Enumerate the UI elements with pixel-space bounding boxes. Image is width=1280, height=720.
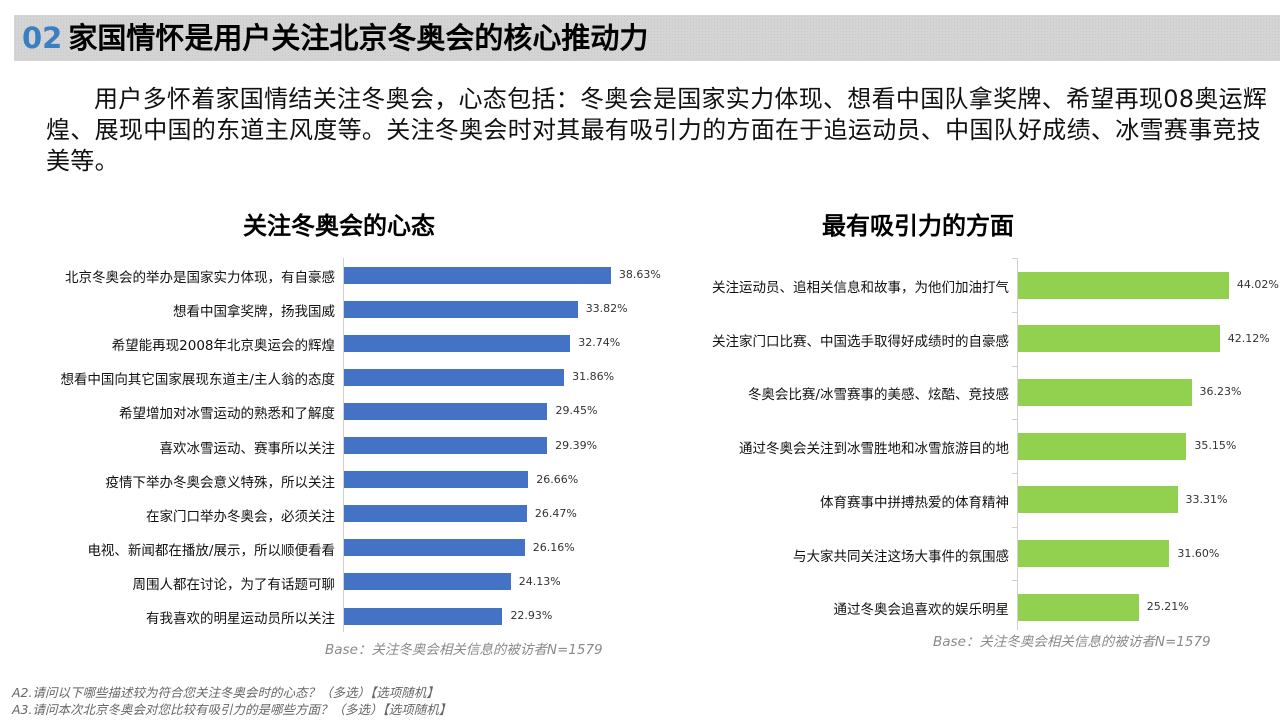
axis-tick bbox=[1012, 258, 1017, 260]
left-chart-axis bbox=[343, 258, 344, 632]
right_chart-category-label: 关注运动员、追相关信息和故事，为他们加油打气 bbox=[712, 280, 1009, 296]
left_chart-value-label: 38.63% bbox=[618, 268, 661, 281]
left_chart-category-label: 想看中国拿奖牌，扬我国威 bbox=[173, 304, 335, 321]
left_chart-value-label: 24.13% bbox=[518, 574, 561, 588]
left_chart-category-label: 电视、新闻都在播放/展示，所以顺便看看 bbox=[87, 542, 335, 559]
left_chart-category-label: 想看中国向其它国家展现东道主/主人翁的态度 bbox=[60, 372, 335, 389]
right_chart-value-label: 42.12% bbox=[1227, 331, 1270, 345]
left_chart-bar bbox=[344, 437, 548, 454]
right_chart-value-label: 35.15% bbox=[1194, 439, 1237, 453]
right_chart-category-label: 通过冬奥会追喜欢的娱乐明星 bbox=[833, 602, 1010, 619]
left_chart-category-label: 希望增加对冰雪运动的熟悉和了解度 bbox=[119, 406, 335, 423]
right_chart-category-label: 体育赛事中拼搏热爱的体育精神 bbox=[820, 494, 1009, 511]
right_chart-bar bbox=[1018, 271, 1229, 299]
right_chart-category-label: 冬奥会比赛/冰雪赛事的美感、炫酷、竞技感 bbox=[747, 387, 1009, 404]
right_chart-category-label: 通过冬奥会关注到冰雪胜地和冰雪旅游目的地 bbox=[739, 441, 1009, 458]
left_chart-category-label: 喜欢冰雪运动、赛事所以关注 bbox=[159, 440, 336, 457]
axis-tick bbox=[1012, 419, 1017, 421]
left_chart-value-label: 26.66% bbox=[536, 472, 579, 486]
axis-tick bbox=[1012, 365, 1017, 367]
left_chart-bar bbox=[344, 539, 525, 557]
right-chart-base-note: Base：关注冬奥会相关信息的被访者N=1579 bbox=[933, 634, 1211, 650]
right_chart-bar bbox=[1018, 593, 1139, 621]
left_chart-bar bbox=[344, 402, 548, 420]
page-title: 02 家国情怀是用户关注北京冬奥会的核心推动力 bbox=[22, 18, 648, 58]
right-chart-title: 最有吸引力的方面 bbox=[822, 212, 1014, 240]
section-number: 02 bbox=[22, 21, 63, 55]
right_chart-category-label: 关注家门口比赛、中国选手取得好成绩时的自豪感 bbox=[712, 333, 1009, 350]
left_chart-bar bbox=[344, 368, 565, 386]
right-bar-chart: 关注运动员、追相关信息和故事，为他们加油打气 44.02% 关注家门口比赛、中国选手… bbox=[0, 258, 1280, 630]
left_chart-value-label: 31.86% bbox=[572, 370, 615, 384]
left_chart-category-label: 周围人都在讨论，为了有话题可聊 bbox=[132, 576, 336, 593]
left_chart-value-label: 33.82% bbox=[585, 302, 628, 316]
footnote-a2: A2.请问以下哪些描述较为符合您关注冬奥会时的心态？（多选）【选项随机】 bbox=[12, 685, 439, 700]
footnote-a3: A3.请问本次北京冬奥会对您比较有吸引力的是哪些方面？（多选）【选项随机】 bbox=[12, 702, 452, 717]
right_chart-category-label: 与大家共同关注这场大事件的氛围感 bbox=[793, 548, 1009, 565]
right_chart-value-label: 25.21% bbox=[1146, 600, 1189, 614]
left_chart-category-label: 在家门口举办冬奥会，必须关注 bbox=[146, 508, 335, 525]
left-chart-title: 关注冬奥会的心态 bbox=[243, 212, 435, 240]
left_chart-category-label: 希望能再现2008年北京奥运会的辉煌 bbox=[111, 338, 335, 355]
left_chart-bar bbox=[344, 471, 529, 489]
left-bar-chart: 北京冬奥会的举办是国家实力体现，有自豪感 38.63% 想看中国拿奖牌，扬我国威 33… bbox=[0, 258, 680, 632]
right-chart-axis bbox=[1017, 258, 1018, 630]
title-bar bbox=[14, 15, 1280, 61]
left_chart-bar bbox=[344, 505, 527, 523]
left_chart-category-label: 疫情下举办冬奥会意义特殊，所以关注 bbox=[105, 474, 336, 491]
left-chart-base-note: Base：关注冬奥会相关信息的被访者N=1579 bbox=[325, 642, 603, 658]
left_chart-bar bbox=[344, 607, 503, 625]
right_chart-bar bbox=[1018, 378, 1192, 406]
left_chart-value-label: 26.47% bbox=[534, 506, 577, 520]
left_chart-value-label: 26.16% bbox=[532, 540, 575, 554]
left_chart-value-label: 29.45% bbox=[555, 404, 598, 418]
left_chart-value-label: 29.39% bbox=[555, 438, 598, 452]
left_chart-category-label: 有我喜欢的明星运动员所以关注 bbox=[146, 611, 335, 627]
right_chart-value-label: 31.60% bbox=[1177, 546, 1220, 560]
intro-paragraph: 用户多怀着家国情结关注冬奥会，心态包括：冬奥会是国家实力体现、想看中国队拿奖牌、… bbox=[46, 85, 1268, 175]
left_chart-bar bbox=[344, 300, 578, 318]
left_chart-category-label: 北京冬奥会的举办是国家实力体现，有自豪感 bbox=[65, 270, 335, 286]
left_chart-value-label: 22.93% bbox=[510, 609, 553, 622]
right_chart-bar bbox=[1018, 486, 1178, 514]
left_chart-bar bbox=[344, 573, 511, 591]
axis-tick bbox=[1012, 526, 1017, 528]
left_chart-value-label: 32.74% bbox=[578, 336, 621, 350]
right_chart-value-label: 36.23% bbox=[1199, 385, 1242, 399]
axis-tick bbox=[1012, 472, 1017, 474]
right_chart-bar bbox=[1018, 432, 1187, 460]
axis-tick bbox=[1012, 580, 1017, 582]
left_chart-bar bbox=[344, 266, 611, 284]
right_chart-value-label: 44.02% bbox=[1236, 278, 1279, 291]
left_chart-bar bbox=[344, 334, 571, 352]
right_chart-bar bbox=[1018, 325, 1220, 353]
page-title-text: 家国情怀是用户关注北京冬奥会的核心推动力 bbox=[68, 21, 649, 55]
right_chart-bar bbox=[1018, 540, 1170, 567]
axis-tick bbox=[1012, 311, 1017, 313]
right_chart-value-label: 33.31% bbox=[1185, 492, 1228, 506]
